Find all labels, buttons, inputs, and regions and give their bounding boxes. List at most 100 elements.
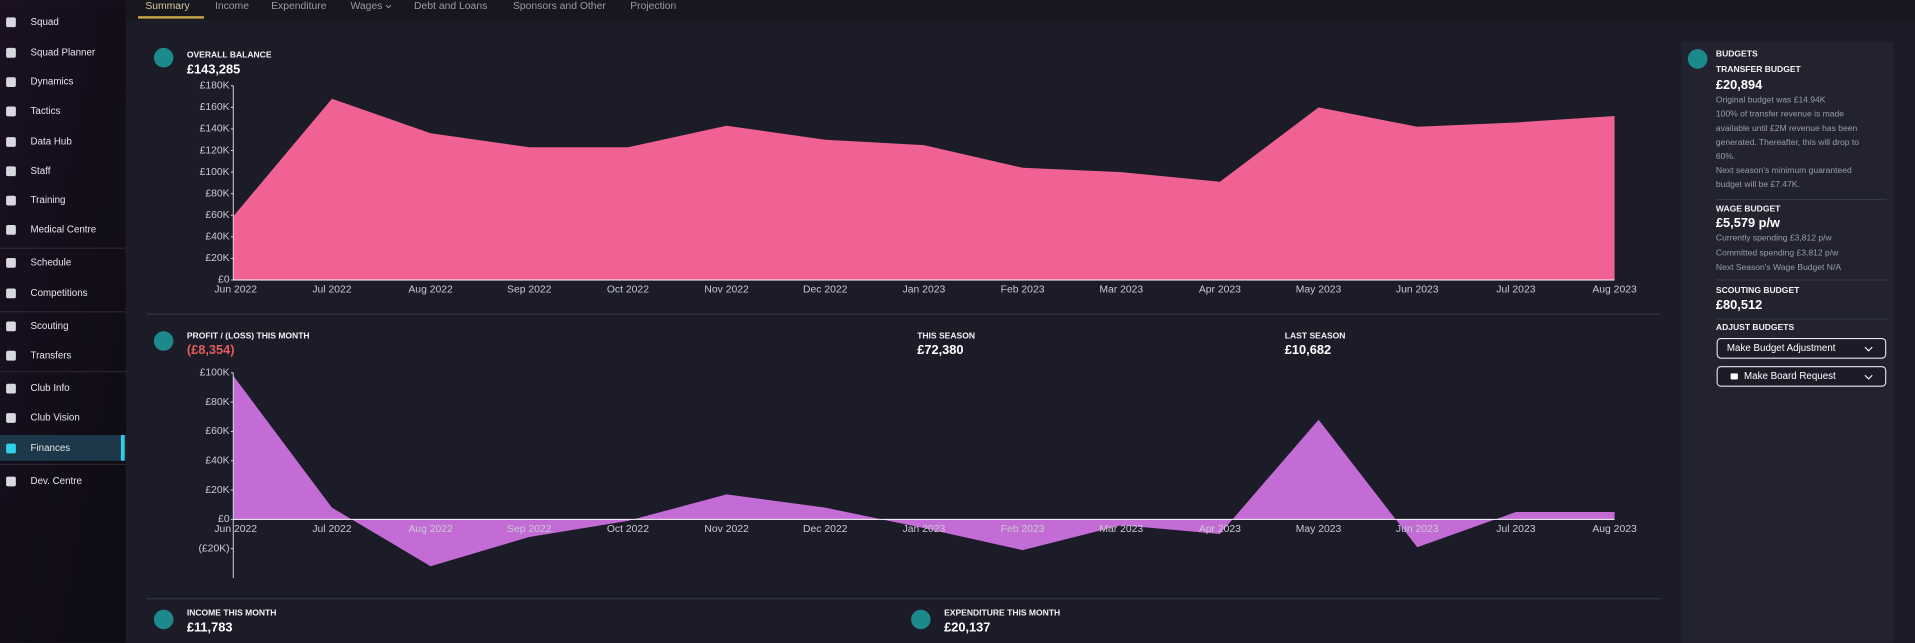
nav-icon [6,225,16,235]
card-icon [153,47,174,68]
nav-icon [6,257,16,268]
y-tick-label: £80K [205,397,229,408]
budget-note: available until £2M revenue has been [1716,123,1858,133]
x-tick-label: Jul 2022 [312,284,351,295]
button-label[interactable]: Make Board Request [1744,371,1836,382]
nav-item[interactable]: Data Hub [31,137,73,148]
nav-icon [6,106,16,117]
card-icon [153,609,174,630]
nav-item[interactable]: Squad [31,17,59,28]
nav-icon [6,77,16,88]
tab[interactable]: Income [215,1,249,12]
x-tick-label: Oct 2022 [607,524,649,535]
x-tick-label: Feb 2023 [1001,524,1045,535]
y-tick-label: £80K [205,188,229,199]
x-tick-label: Nov 2022 [704,524,749,535]
y-tick-label: £0 [218,275,230,286]
nav-item[interactable]: Club Info [31,383,71,394]
nav-item[interactable]: Competitions [31,288,88,299]
y-tick-label: £60K [205,210,229,221]
x-tick-label: Sep 2022 [507,284,552,295]
summary-value: £10,682 [1285,342,1331,357]
nav-item[interactable]: Tactics [31,106,61,117]
budget-note: Next season's minimum guaranteed [1716,165,1852,175]
nav-item[interactable]: Schedule [31,257,72,268]
nav-icon [6,476,16,487]
x-tick-label: Apr 2023 [1199,284,1241,295]
nav-icon [6,350,16,361]
button-label[interactable]: Make Budget Adjustment [1727,343,1836,354]
summary-value: £72,380 [917,342,963,357]
tab[interactable]: Expenditure [271,1,327,12]
nav-item[interactable]: Dynamics [31,77,74,88]
button[interactable] [1716,366,1887,387]
budget-note: generated. Thereafter, this will drop to [1716,137,1859,147]
nav-item[interactable]: Dev. Centre [31,476,82,487]
nav-icon [6,413,16,423]
nav-icon [6,166,16,177]
card-value: £20,137 [944,619,990,634]
x-tick-label: Jan 2023 [903,524,946,535]
chart-value: £143,285 [187,61,240,76]
x-tick-label: Jun 2023 [1396,524,1439,535]
nav-item[interactable]: Training [31,195,66,206]
card-title: EXPENDITURE THIS MONTH [944,608,1060,618]
budget-value: £80,512 [1716,297,1762,312]
tab-bar [125,0,1915,20]
budget-note: Next Season's Wage Budget N/A [1716,262,1841,272]
card-icon [911,609,931,630]
tab[interactable]: Wages [351,1,383,12]
x-tick-label: May 2023 [1296,284,1342,295]
x-tick-label: Oct 2022 [607,284,649,295]
nav-icon [6,443,16,454]
nav-icon [6,195,16,206]
nav-item[interactable]: Medical Centre [31,224,97,235]
active-indicator [120,435,125,461]
x-tick-label: May 2023 [1296,524,1342,535]
budget-note: Original budget was £14.94K [1716,95,1826,105]
nav-icon [6,288,16,299]
budget-note: Committed spending £3,812 p/w [1716,247,1839,257]
card-icon [1687,49,1708,69]
nav-item[interactable]: Transfers [31,350,72,361]
x-tick-label: Mar 2023 [1099,524,1143,535]
x-tick-label: Jul 2023 [1496,524,1535,535]
area [233,98,1615,280]
x-tick-label: Dec 2022 [803,524,848,535]
y-tick-label: £40K [205,455,229,466]
budget-note: Currently spending £3,812 p/w [1716,233,1833,243]
button[interactable] [1716,338,1887,359]
x-tick-label: Aug 2023 [1592,524,1637,535]
nav-icon [6,321,16,332]
x-tick-label: Dec 2022 [803,284,848,295]
x-tick-label: Apr 2023 [1199,524,1241,535]
nav-icon [6,17,16,28]
nav-icon [6,383,16,394]
tab[interactable]: Sponsors and Other [513,1,606,12]
tab[interactable]: Summary [145,1,190,12]
nav-item[interactable]: Scouting [31,321,69,332]
budget-label: TRANSFER BUDGET [1716,64,1802,74]
x-tick-label: Jun 2022 [214,524,257,535]
x-tick-label: Nov 2022 [704,284,749,295]
x-tick-label: Jul 2022 [312,524,351,535]
button-icon [1730,373,1738,380]
budget-note: 100% of transfer revenue is made [1716,109,1844,119]
y-tick-label: £120K [200,145,230,156]
tab[interactable]: Projection [630,1,676,12]
nav-item[interactable]: Club Vision [31,413,80,424]
summary-label: THIS SEASON [917,330,975,340]
tab[interactable]: Debt and Loans [414,1,487,12]
y-tick-label: £160K [200,102,230,113]
budget-value: £20,894 [1716,77,1763,92]
card-value: £11,783 [187,619,233,634]
nav-item[interactable]: Staff [31,166,51,177]
chart-title: PROFIT / (LOSS) THIS MONTH [187,330,310,340]
nav-icon [6,137,16,147]
y-tick-label: £140K [200,124,230,135]
nav-item[interactable]: Finances [31,443,71,454]
nav-item[interactable]: Squad Planner [31,47,96,58]
x-tick-label: Aug 2023 [1592,284,1637,295]
